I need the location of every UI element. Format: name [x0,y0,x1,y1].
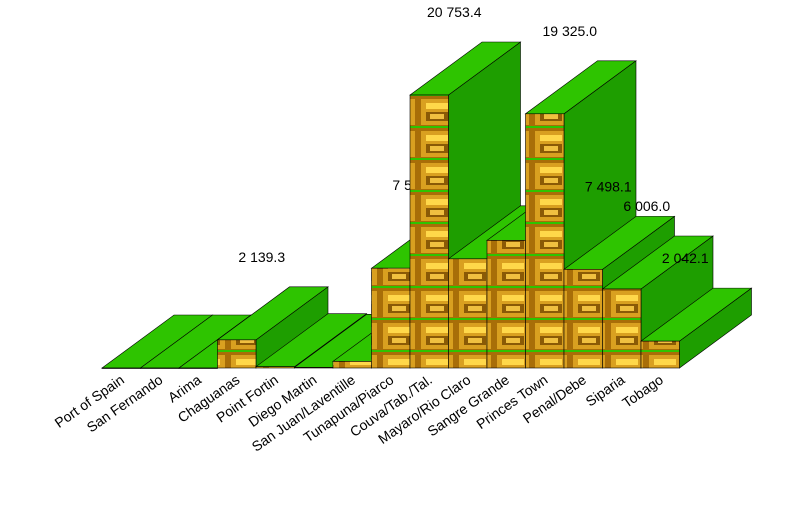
bar [602,288,642,369]
x-tick-label: Tobago [619,371,666,411]
value-label: 2 139.3 [238,249,285,265]
bar [563,269,603,369]
bar [140,367,180,369]
bar [178,367,218,369]
bar [409,94,449,369]
bar [332,361,372,369]
bar [486,240,526,369]
value-label: 7 498.1 [585,178,632,194]
bar [448,258,488,369]
value-label: 19 325.0 [543,23,598,39]
bar [640,340,680,369]
bar [255,366,295,369]
bar [217,339,257,369]
bar [101,367,141,369]
bar [294,367,334,369]
value-label: 2 042.1 [662,250,709,266]
value-label: 6 006.0 [623,198,670,214]
value-label: 20 753.4 [427,4,482,20]
bar [371,267,411,369]
x-tick-label: Siparia [583,371,628,409]
bar [525,113,565,369]
